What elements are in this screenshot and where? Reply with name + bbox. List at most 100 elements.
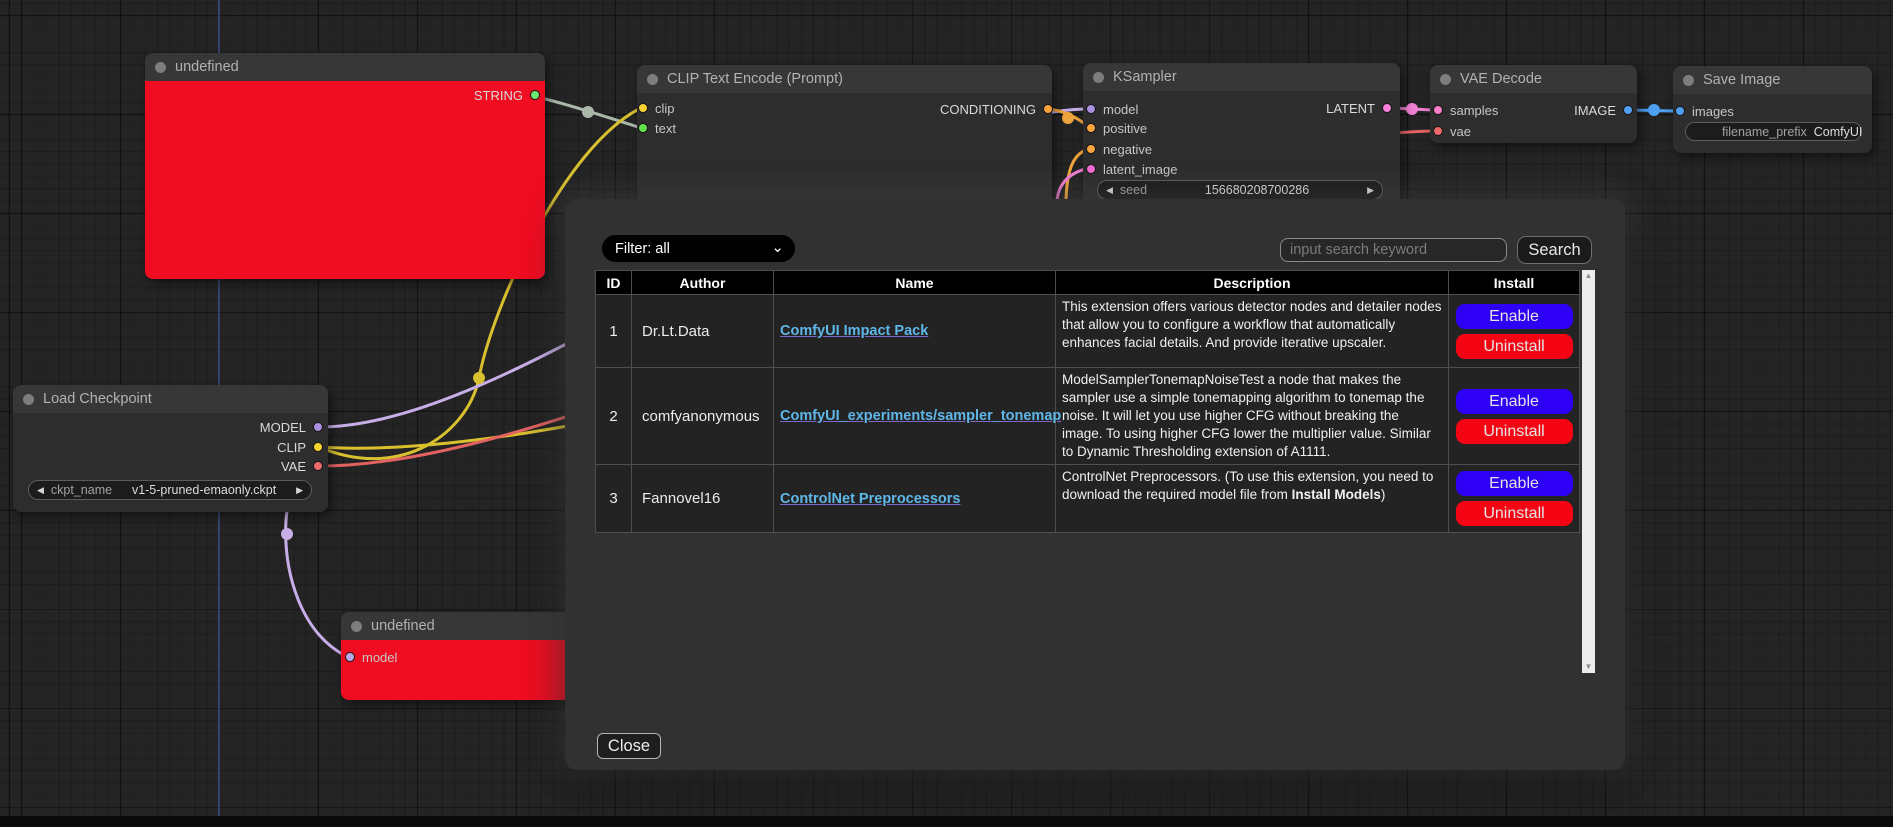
collapse-dot-icon[interactable] bbox=[1093, 71, 1104, 83]
increment-arrow-icon[interactable]: ▶ bbox=[1367, 184, 1374, 195]
node-title: undefined bbox=[371, 618, 435, 634]
output-port-latent[interactable]: LATENT bbox=[1326, 100, 1392, 116]
link-dot bbox=[1062, 112, 1074, 124]
header-id: ID bbox=[595, 270, 632, 295]
port-dot-icon[interactable] bbox=[1675, 106, 1685, 116]
wire-clip-branch-hidden bbox=[317, 418, 602, 450]
decrement-arrow-icon[interactable]: ◀ bbox=[1106, 184, 1113, 195]
table-row: 2 comfyanonymous ComfyUI_experiments/sam… bbox=[595, 367, 1580, 465]
output-port-string[interactable]: STRING bbox=[474, 87, 540, 103]
cell-description: This extension offers various detector n… bbox=[1055, 294, 1449, 368]
output-port-conditioning[interactable]: CONDITIONING bbox=[940, 101, 1053, 117]
port-dot-icon[interactable] bbox=[638, 103, 648, 113]
node-title: KSampler bbox=[1113, 69, 1177, 85]
scroll-down-icon[interactable]: ▼ bbox=[1584, 662, 1593, 671]
node-load-checkpoint[interactable]: Load Checkpoint MODEL CLIP VAE ◀ ckpt_na… bbox=[13, 385, 328, 512]
node-title-bar: CLIP Text Encode (Prompt) bbox=[637, 65, 1052, 93]
table-scrollbar[interactable]: ▲ ▼ bbox=[1582, 270, 1595, 673]
scroll-up-icon[interactable]: ▲ bbox=[1584, 271, 1593, 280]
node-body: STRING bbox=[145, 81, 545, 279]
port-dot-icon[interactable] bbox=[1623, 105, 1633, 115]
port-dot-icon[interactable] bbox=[1433, 126, 1443, 136]
node-save-image[interactable]: Save Image images filename_prefix ComfyU… bbox=[1673, 66, 1872, 153]
collapse-dot-icon[interactable] bbox=[23, 393, 34, 405]
output-port-clip[interactable]: CLIP bbox=[277, 439, 323, 455]
close-button[interactable]: Close bbox=[597, 733, 661, 759]
input-port-model[interactable]: model bbox=[1086, 101, 1138, 117]
node-title: undefined bbox=[175, 59, 239, 75]
node-title: CLIP Text Encode (Prompt) bbox=[667, 71, 843, 87]
node-clip-text-encode[interactable]: CLIP Text Encode (Prompt) clip text COND… bbox=[637, 65, 1053, 203]
port-dot-icon[interactable] bbox=[1086, 164, 1096, 174]
uninstall-button[interactable]: Uninstall bbox=[1455, 333, 1573, 359]
port-dot-icon[interactable] bbox=[313, 461, 323, 471]
port-dot-icon[interactable] bbox=[1086, 104, 1096, 114]
port-dot-icon[interactable] bbox=[1086, 144, 1096, 154]
node-body: model positive negative latent_image LAT… bbox=[1083, 91, 1400, 203]
output-port-image[interactable]: IMAGE bbox=[1574, 102, 1633, 118]
input-port-samples[interactable]: samples bbox=[1433, 102, 1498, 118]
node-title-bar: Load Checkpoint bbox=[13, 385, 328, 413]
header-name: Name bbox=[773, 270, 1056, 295]
output-port-model[interactable]: MODEL bbox=[260, 419, 323, 435]
uninstall-button[interactable]: Uninstall bbox=[1455, 418, 1573, 444]
ckpt-name-widget[interactable]: ◀ ckpt_name v1-5-pruned-emaonly.ckpt ▶ bbox=[28, 480, 312, 500]
enable-button[interactable]: Enable bbox=[1455, 388, 1573, 414]
node-title-bar: undefined bbox=[145, 53, 545, 81]
input-port-negative[interactable]: negative bbox=[1086, 141, 1152, 157]
node-title-bar: KSampler bbox=[1083, 63, 1400, 91]
link-dot bbox=[582, 106, 594, 118]
search-button[interactable]: Search bbox=[1517, 236, 1592, 264]
port-dot-icon[interactable] bbox=[1086, 123, 1096, 133]
table-row: 3 Fannovel16 ControlNet Preprocessors Co… bbox=[595, 464, 1580, 533]
collapse-dot-icon[interactable] bbox=[1683, 74, 1694, 86]
node-ksampler[interactable]: KSampler model positive negative latent_… bbox=[1083, 63, 1400, 203]
cell-install: Enable Uninstall bbox=[1448, 464, 1580, 533]
extension-link[interactable]: ControlNet Preprocessors bbox=[780, 490, 961, 507]
input-port-clip[interactable]: clip bbox=[638, 100, 675, 116]
enable-button[interactable]: Enable bbox=[1455, 303, 1573, 329]
search-input[interactable] bbox=[1280, 238, 1507, 262]
link-dot bbox=[1406, 103, 1418, 115]
cell-author: Dr.Lt.Data bbox=[631, 294, 774, 368]
node-undefined-top[interactable]: undefined STRING bbox=[145, 53, 545, 279]
collapse-dot-icon[interactable] bbox=[647, 73, 658, 85]
cell-author: Fannovel16 bbox=[631, 464, 774, 533]
port-dot-icon[interactable] bbox=[313, 422, 323, 432]
input-port-latent-image[interactable]: latent_image bbox=[1086, 161, 1177, 177]
port-dot-icon[interactable] bbox=[345, 652, 355, 662]
port-dot-icon[interactable] bbox=[1433, 105, 1443, 115]
filename-prefix-widget[interactable]: filename_prefix ComfyUI bbox=[1685, 122, 1862, 141]
port-dot-icon[interactable] bbox=[1382, 103, 1392, 113]
canvas-bottom-edge bbox=[0, 816, 1893, 827]
input-port-model[interactable]: model bbox=[345, 649, 397, 665]
decrement-arrow-icon[interactable]: ◀ bbox=[37, 484, 44, 495]
collapse-dot-icon[interactable] bbox=[351, 620, 362, 632]
port-dot-icon[interactable] bbox=[1043, 104, 1053, 114]
input-port-images[interactable]: images bbox=[1675, 103, 1734, 119]
extension-manager-dialog: Filter: all ⌄ Search ID Author Name Desc… bbox=[565, 199, 1625, 770]
input-port-text[interactable]: text bbox=[638, 120, 676, 136]
extension-link[interactable]: ComfyUI Impact Pack bbox=[780, 323, 929, 339]
input-port-positive[interactable]: positive bbox=[1086, 120, 1147, 136]
output-port-vae[interactable]: VAE bbox=[281, 458, 323, 474]
collapse-dot-icon[interactable] bbox=[155, 61, 166, 73]
port-dot-icon[interactable] bbox=[638, 123, 648, 133]
port-dot-icon[interactable] bbox=[313, 442, 323, 452]
seed-widget[interactable]: ◀ seed 156680208700286 ▶ bbox=[1097, 180, 1383, 200]
cell-id: 2 bbox=[595, 367, 632, 465]
increment-arrow-icon[interactable]: ▶ bbox=[296, 484, 303, 495]
filter-select[interactable]: Filter: all bbox=[602, 235, 795, 262]
node-body: MODEL CLIP VAE ◀ ckpt_name v1-5-pruned-e… bbox=[13, 413, 328, 512]
node-title: Load Checkpoint bbox=[43, 391, 152, 407]
port-dot-icon[interactable] bbox=[530, 90, 540, 100]
extension-link[interactable]: ComfyUI_experiments/sampler_tonemap bbox=[780, 408, 1062, 424]
collapse-dot-icon[interactable] bbox=[1440, 73, 1451, 85]
node-title-bar: VAE Decode bbox=[1430, 65, 1637, 93]
node-vae-decode[interactable]: VAE Decode samples vae IMAGE bbox=[1430, 65, 1637, 143]
enable-button[interactable]: Enable bbox=[1455, 471, 1573, 496]
uninstall-button[interactable]: Uninstall bbox=[1455, 501, 1573, 526]
cell-author: comfyanonymous bbox=[631, 367, 774, 465]
input-port-vae[interactable]: vae bbox=[1433, 123, 1471, 139]
